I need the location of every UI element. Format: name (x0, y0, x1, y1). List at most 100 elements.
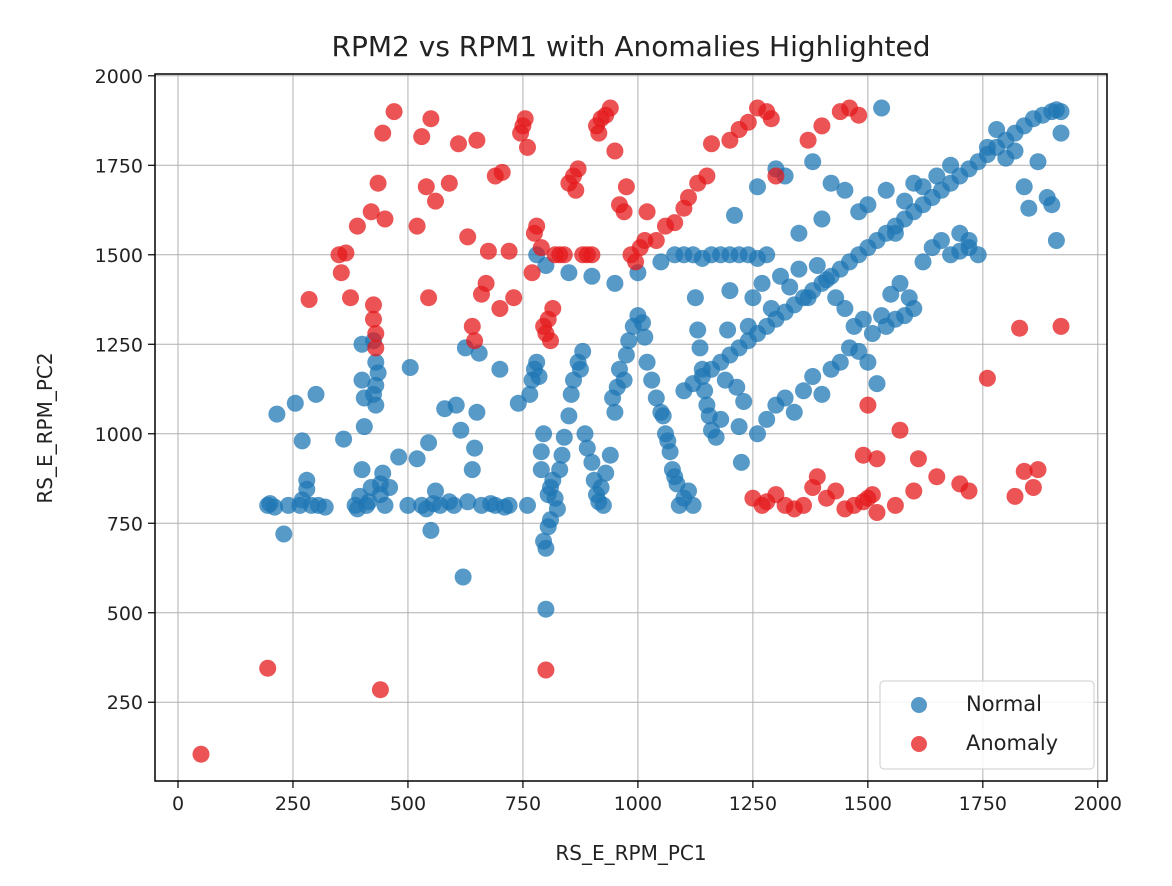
point-normal (643, 371, 661, 389)
point-normal (721, 282, 739, 300)
point-normal (680, 482, 697, 500)
point-normal (960, 232, 978, 249)
point-normal (749, 425, 766, 443)
point-anomaly (342, 289, 359, 307)
point-anomaly (863, 486, 881, 504)
y-tick-label: 2000 (95, 66, 143, 88)
point-normal (535, 425, 553, 443)
point-normal (808, 257, 826, 274)
point-normal (578, 439, 596, 457)
point-normal (822, 174, 840, 192)
point-anomaly (505, 289, 523, 307)
plot-frame (154, 73, 1108, 782)
point-anomaly (422, 110, 440, 128)
point-anomaly (978, 369, 996, 387)
point-normal (1029, 153, 1047, 171)
point-anomaly (367, 339, 385, 357)
point-anomaly (680, 189, 697, 206)
point-anomaly (544, 300, 562, 317)
point-normal (647, 389, 665, 407)
point-normal (519, 496, 536, 514)
point-normal (868, 375, 886, 393)
y-axis-ticks: 250 500 750 1000 1250 1500 1750 2000 (95, 66, 155, 714)
point-anomaly (767, 167, 785, 185)
point-anomaly (859, 396, 877, 414)
point-anomaly (850, 106, 868, 124)
point-anomaly (960, 482, 978, 500)
point-normal (804, 153, 822, 171)
point-normal (445, 496, 463, 514)
point-anomaly (617, 178, 635, 196)
point-normal (1052, 103, 1070, 121)
point-anomaly (698, 167, 716, 185)
point-normal (836, 300, 854, 317)
point-normal (749, 178, 766, 196)
point-anomaly (376, 210, 394, 228)
point-normal (268, 405, 286, 423)
point-normal (620, 332, 638, 350)
point-normal (537, 539, 555, 557)
point-normal (521, 385, 539, 403)
point-normal (574, 342, 592, 360)
x-tick-label: 1500 (844, 793, 892, 815)
point-normal (374, 464, 392, 482)
point-normal (454, 568, 472, 586)
point-anomaly (300, 291, 318, 308)
point-normal (686, 289, 704, 307)
point-anomaly (500, 242, 518, 260)
point-anomaly (337, 244, 355, 262)
point-normal (978, 138, 996, 156)
point-normal (353, 371, 371, 389)
point-normal (307, 385, 325, 403)
y-tick-label: 250 (107, 692, 143, 714)
point-normal (859, 353, 877, 371)
point-anomaly (583, 246, 601, 264)
point-normal (601, 446, 619, 464)
legend-box (879, 680, 1095, 770)
point-normal (367, 396, 385, 414)
point-anomaly (542, 332, 559, 350)
point-normal (447, 396, 465, 414)
y-tick-label: 750 (107, 513, 143, 535)
point-normal (891, 274, 909, 292)
point-normal (560, 264, 578, 282)
point-normal (932, 232, 950, 249)
point-normal (376, 496, 394, 514)
point-normal (401, 359, 419, 376)
point-normal (776, 389, 794, 407)
point-anomaly (762, 110, 780, 128)
point-normal (420, 434, 438, 452)
point-normal (942, 156, 960, 174)
point-anomaly (868, 450, 886, 468)
point-normal (617, 346, 635, 364)
point-normal (463, 461, 481, 479)
point-normal (900, 289, 918, 307)
point-normal (606, 403, 624, 421)
point-anomaly (827, 482, 845, 500)
point-normal (532, 461, 550, 479)
point-normal (537, 600, 555, 618)
point-anomaly (519, 138, 536, 156)
point-anomaly (516, 110, 534, 128)
point-normal (530, 368, 548, 385)
x-tick-label: 750 (505, 793, 541, 815)
point-anomaly (332, 264, 350, 282)
y-tick-label: 1750 (95, 155, 143, 177)
point-anomaly (493, 163, 511, 181)
point-anomaly (537, 661, 555, 679)
point-anomaly (427, 192, 444, 210)
point-anomaly (666, 214, 684, 232)
point-normal (555, 428, 573, 446)
point-anomaly (259, 659, 277, 677)
legend-label-anomaly: Anomaly (966, 731, 1058, 755)
point-anomaly (1052, 317, 1070, 335)
point-normal (873, 307, 891, 325)
point-normal (275, 525, 293, 543)
point-normal (266, 498, 284, 516)
point-anomaly (799, 131, 817, 149)
point-normal (691, 339, 709, 357)
point-normal (335, 430, 353, 448)
point-normal (1020, 199, 1038, 217)
point-anomaly (532, 239, 550, 257)
point-normal (597, 464, 615, 482)
